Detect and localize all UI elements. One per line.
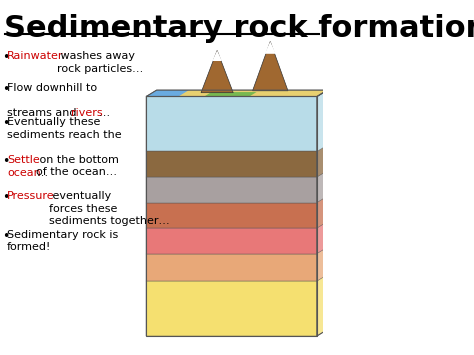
Text: washes away
rock particles…: washes away rock particles… [57, 51, 143, 74]
FancyBboxPatch shape [146, 177, 317, 202]
Polygon shape [253, 42, 288, 91]
Polygon shape [204, 92, 256, 97]
Text: ocean: ocean [7, 168, 41, 178]
Text: Rainwater: Rainwater [7, 51, 64, 61]
Polygon shape [317, 90, 327, 152]
Polygon shape [179, 90, 327, 97]
FancyBboxPatch shape [146, 228, 317, 253]
Text: •: • [2, 155, 9, 168]
Text: eventually
forces these
sediments together…: eventually forces these sediments togeth… [49, 191, 170, 226]
Text: Settle: Settle [7, 155, 40, 165]
FancyBboxPatch shape [146, 202, 317, 228]
Polygon shape [146, 90, 237, 97]
FancyBboxPatch shape [146, 281, 317, 336]
Text: rivers: rivers [71, 109, 103, 119]
Polygon shape [264, 42, 276, 54]
Text: on the bottom
of the ocean…: on the bottom of the ocean… [36, 155, 119, 178]
Polygon shape [146, 90, 327, 97]
Text: Flow downhill to: Flow downhill to [7, 83, 97, 93]
Text: …: … [37, 168, 48, 178]
Polygon shape [201, 50, 233, 93]
Text: •: • [2, 117, 9, 130]
Polygon shape [317, 171, 327, 202]
FancyBboxPatch shape [146, 97, 317, 152]
Text: •: • [2, 230, 9, 242]
Text: •: • [2, 51, 9, 64]
Text: Pressure: Pressure [7, 191, 55, 201]
FancyBboxPatch shape [146, 152, 317, 177]
FancyBboxPatch shape [146, 253, 317, 281]
Polygon shape [317, 196, 327, 228]
Polygon shape [317, 145, 327, 177]
Text: •: • [2, 191, 9, 204]
Text: •: • [2, 83, 9, 96]
Polygon shape [212, 50, 222, 61]
Polygon shape [317, 275, 327, 336]
Text: Eventually these
sediments reach the: Eventually these sediments reach the [7, 117, 122, 140]
Polygon shape [317, 247, 327, 281]
Text: streams and: streams and [7, 109, 80, 119]
Text: …: … [99, 109, 110, 119]
Text: Sedimentary rock is
formed!: Sedimentary rock is formed! [7, 230, 118, 252]
Polygon shape [317, 222, 327, 253]
Text: Sedimentary rock formation…: Sedimentary rock formation… [4, 14, 474, 43]
